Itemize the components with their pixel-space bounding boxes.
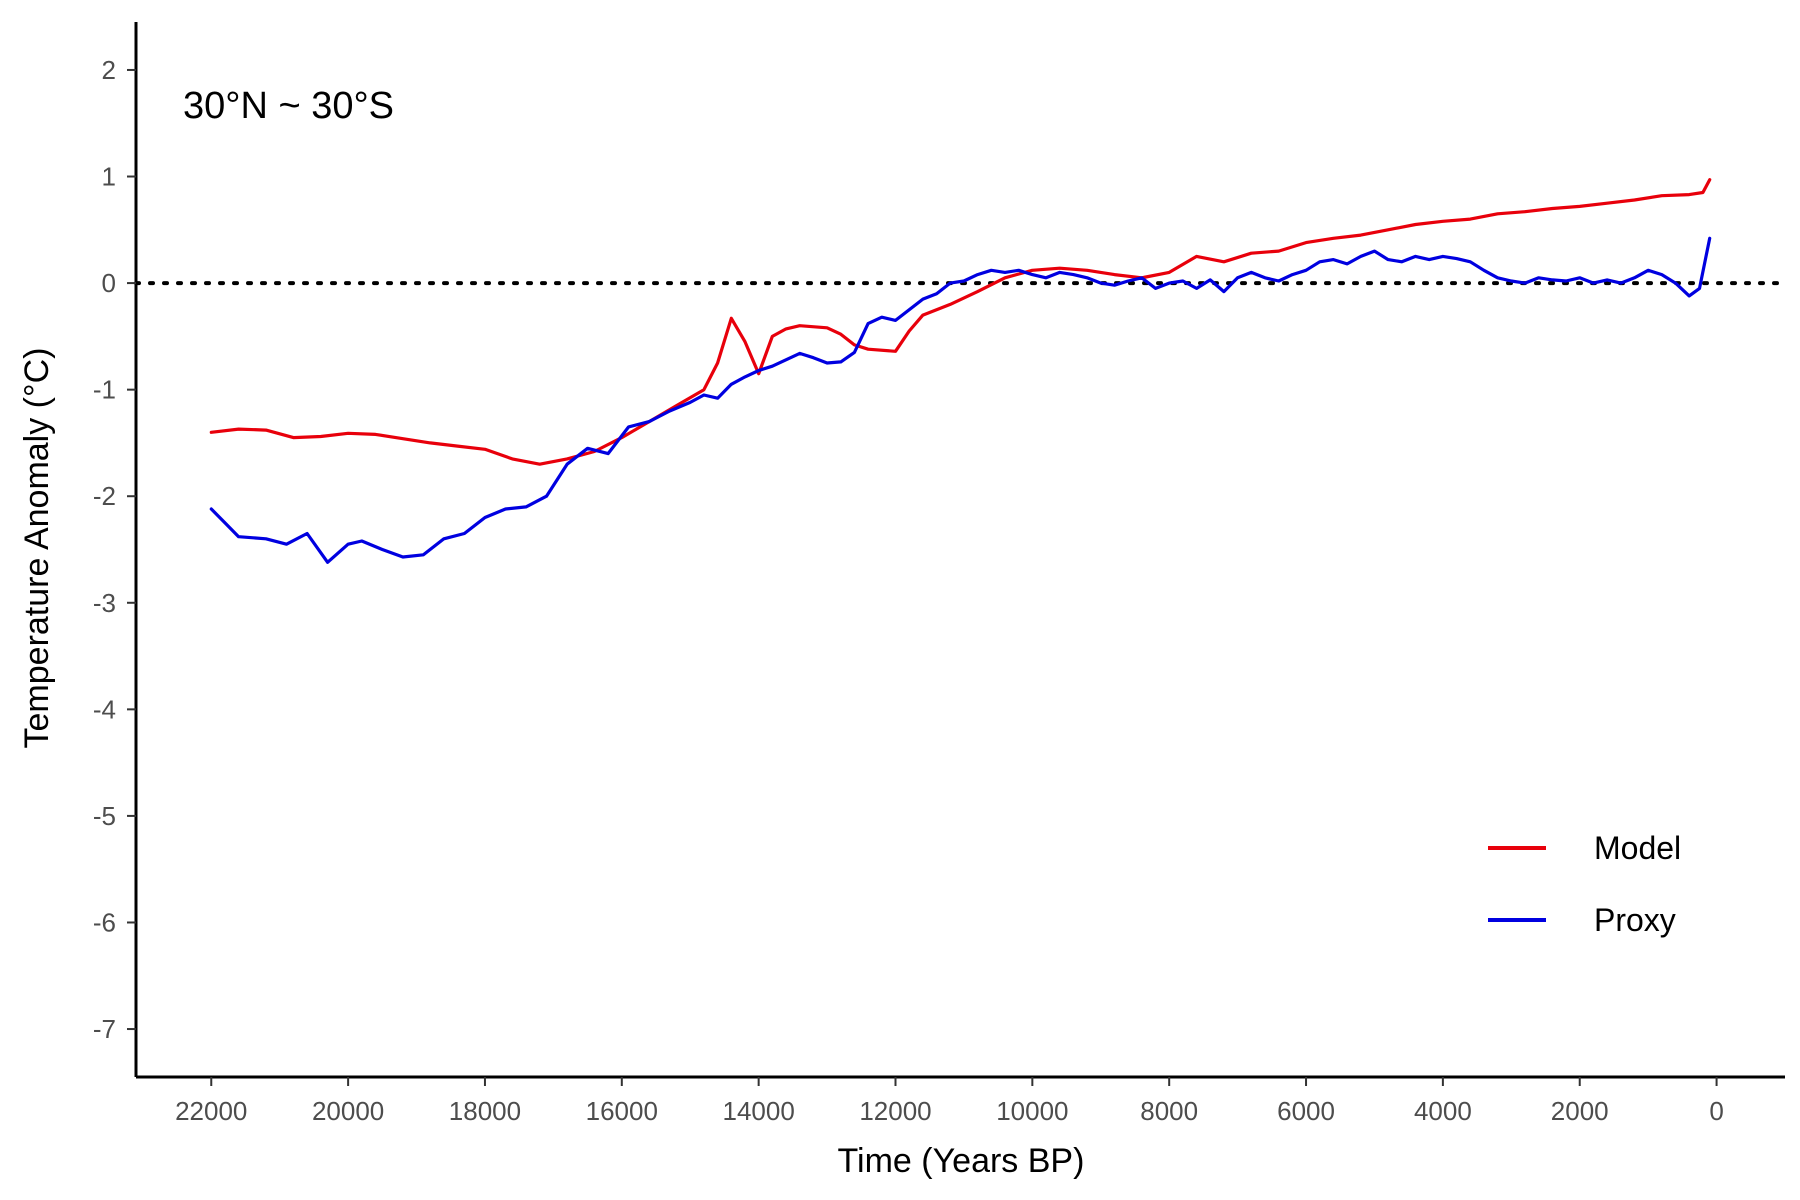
legend-label-proxy: Proxy xyxy=(1594,902,1676,938)
x-tick-label: 6000 xyxy=(1277,1096,1335,1126)
x-tick-label: 22000 xyxy=(175,1096,247,1126)
y-tick-label: -1 xyxy=(93,375,116,405)
x-tick-label: 14000 xyxy=(722,1096,794,1126)
x-tick-label: 4000 xyxy=(1414,1096,1472,1126)
y-tick-label: -7 xyxy=(93,1014,116,1044)
y-tick-label: -5 xyxy=(93,801,116,831)
legend: Model Proxy xyxy=(1488,830,1681,938)
x-axis-title: Time (Years BP) xyxy=(838,1142,1085,1180)
x-tick-label: 20000 xyxy=(312,1096,384,1126)
y-tick-label: -2 xyxy=(93,481,116,511)
plot-area xyxy=(134,178,1787,564)
series-line-model xyxy=(209,178,1712,466)
x-axis-ticks: 22000 20000 18000 16000 14000 12000 10000 8000 6… xyxy=(175,1077,1724,1126)
x-tick-label: 2000 xyxy=(1551,1096,1609,1126)
x-tick-label: 0 xyxy=(1709,1096,1723,1126)
y-axis-title: Temperature Anomaly (°C) xyxy=(18,348,56,749)
y-axis-ticks: 2 1 0 -1 -2 -3 -4 -5 -6 -7 xyxy=(93,55,136,1044)
series-line-proxy xyxy=(209,236,1712,564)
x-tick-label: 10000 xyxy=(996,1096,1068,1126)
x-tick-label: 16000 xyxy=(586,1096,658,1126)
region-annotation: 30°N ~ 30°S xyxy=(183,85,394,127)
y-tick-label: 1 xyxy=(102,162,116,192)
y-tick-label: -4 xyxy=(93,694,116,724)
y-tick-label: -3 xyxy=(93,588,116,618)
x-tick-label: 12000 xyxy=(859,1096,931,1126)
y-tick-label: 0 xyxy=(102,268,116,298)
x-tick-label: 8000 xyxy=(1140,1096,1198,1126)
legend-label-model: Model xyxy=(1594,830,1681,866)
axes xyxy=(134,22,1785,1079)
x-tick-label: 18000 xyxy=(449,1096,521,1126)
y-tick-label: 2 xyxy=(102,55,116,85)
y-tick-label: -6 xyxy=(93,907,116,937)
